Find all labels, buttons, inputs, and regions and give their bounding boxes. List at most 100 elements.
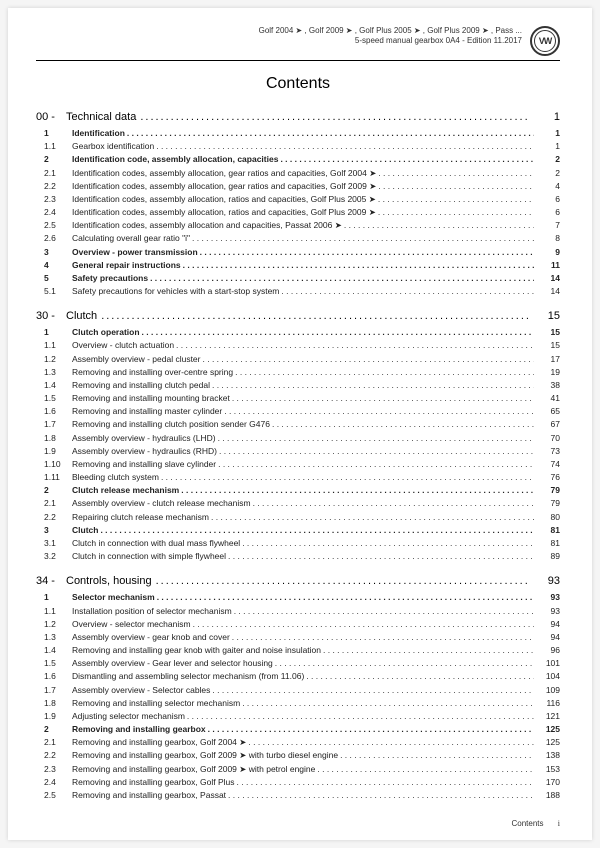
toc-row-page: 14: [534, 272, 560, 285]
toc-row-page: 138: [534, 749, 560, 762]
toc-row-title: Identification codes, assembly allocatio…: [72, 180, 534, 193]
toc-row-title: Removing and installing master cylinder: [72, 405, 534, 418]
toc-row-number: 1.6: [36, 670, 72, 683]
toc-row-title: Dismantling and assembling selector mech…: [72, 670, 534, 683]
toc-row-number: 1.2: [36, 618, 72, 631]
toc-row: 4General repair instructions 11: [36, 259, 560, 272]
toc-row-page: 188: [534, 789, 560, 802]
toc-row-page: 15: [534, 326, 560, 339]
toc-row-number: 1.11: [36, 471, 72, 484]
toc-row-number: 2.4: [36, 776, 72, 789]
toc-row-page: 94: [534, 631, 560, 644]
toc-row: 5Safety precautions 14: [36, 272, 560, 285]
toc-row-title: Removing and installing selector mechani…: [72, 697, 534, 710]
toc-row-title: Safety precautions for vehicles with a s…: [72, 285, 534, 298]
toc-row-title: Overview - selector mechanism: [72, 618, 534, 631]
toc-row-title: Removing and installing clutch position …: [72, 418, 534, 431]
toc-row-title: Identification code, assembly allocation…: [72, 153, 534, 166]
footer-label: Contents: [512, 819, 544, 828]
toc-row-number: 1.1: [36, 140, 72, 153]
toc-row-page: 125: [534, 723, 560, 736]
toc-row-page: 79: [534, 497, 560, 510]
toc-row: 2.2Removing and installing gearbox, Golf…: [36, 749, 560, 762]
toc-row-page: 81: [534, 537, 560, 550]
toc-row-number: 2.3: [36, 193, 72, 206]
chapter-number: 34 -: [36, 575, 66, 587]
toc-row-number: 2.5: [36, 789, 72, 802]
toc-row: 1.5Removing and installing mounting brac…: [36, 392, 560, 405]
vw-logo-text: VW: [534, 30, 556, 52]
toc-row: 2.1Assembly overview - clutch release me…: [36, 497, 560, 510]
toc-row-number: 1.7: [36, 684, 72, 697]
toc-row-number: 1.9: [36, 710, 72, 723]
toc-row-page: 170: [534, 776, 560, 789]
toc-row-title: Adjusting selector mechanism: [72, 710, 534, 723]
toc-row-page: 70: [534, 432, 560, 445]
toc-row-page: 2: [534, 167, 560, 180]
toc-row-page: 11: [534, 259, 560, 272]
toc-row-title: Overview - power transmission: [72, 246, 534, 259]
toc-row-title: Installation position of selector mechan…: [72, 605, 534, 618]
toc-row-number: 2.3: [36, 763, 72, 776]
toc-row-number: 2.6: [36, 232, 72, 245]
toc-row-page: 41: [534, 392, 560, 405]
toc-row-page: 81: [534, 524, 560, 537]
toc-row-title: Assembly overview - Gear lever and selec…: [72, 657, 534, 670]
toc-row-title: Identification codes, assembly allocatio…: [72, 193, 534, 206]
toc-row-page: 93: [534, 591, 560, 604]
toc-row: 1.10Removing and installing slave cylind…: [36, 458, 560, 471]
toc-row: 1.3Removing and installing over-centre s…: [36, 366, 560, 379]
toc-row: 2.1Identification codes, assembly alloca…: [36, 167, 560, 180]
toc-row-page: 1: [534, 140, 560, 153]
toc-row: 2.2Repairing clutch release mechanism 80: [36, 511, 560, 524]
toc-row: 1.4Removing and installing clutch pedal …: [36, 379, 560, 392]
toc-row-number: 2.4: [36, 206, 72, 219]
toc-row-number: 1.4: [36, 379, 72, 392]
toc-row-number: 1.1: [36, 605, 72, 618]
toc-row-title: Removing and installing gear knob with g…: [72, 644, 534, 657]
toc-row-number: 1.5: [36, 657, 72, 670]
toc-row-title: Identification codes, assembly allocatio…: [72, 219, 534, 232]
toc-row-number: 1: [36, 127, 72, 140]
toc-row-title: Removing and installing gearbox, Golf Pl…: [72, 776, 534, 789]
toc-row: 3Clutch 81: [36, 524, 560, 537]
table-of-contents: 00 -Technical data 11Identification 11.1…: [36, 111, 560, 802]
toc-row-page: 17: [534, 353, 560, 366]
toc-row: 2.5Removing and installing gearbox, Pass…: [36, 789, 560, 802]
toc-row: 5.1Safety precautions for vehicles with …: [36, 285, 560, 298]
toc-row-title: Assembly overview - pedal cluster: [72, 353, 534, 366]
toc-row: 1Clutch operation 15: [36, 326, 560, 339]
toc-row: 1.9Adjusting selector mechanism 121: [36, 710, 560, 723]
toc-row-page: 125: [534, 736, 560, 749]
toc-row-page: 76: [534, 471, 560, 484]
toc-row-number: 2: [36, 484, 72, 497]
toc-row: 1.3Assembly overview - gear knob and cov…: [36, 631, 560, 644]
toc-row: 2.6Calculating overall gear ratio "i" 8: [36, 232, 560, 245]
toc-row: 2Removing and installing gearbox 125: [36, 723, 560, 736]
footer-page: i: [558, 819, 560, 828]
toc-row: 1.11Bleeding clutch system 76: [36, 471, 560, 484]
chapter-number: 30 -: [36, 310, 66, 322]
toc-row-page: 14: [534, 285, 560, 298]
chapter-heading: 34 -Controls, housing 93: [36, 575, 560, 587]
toc-row-number: 4: [36, 259, 72, 272]
toc-row-number: 2: [36, 153, 72, 166]
toc-row-page: 19: [534, 366, 560, 379]
toc-row: 2.5Identification codes, assembly alloca…: [36, 219, 560, 232]
toc-row: 2.4Removing and installing gearbox, Golf…: [36, 776, 560, 789]
chapter-title: Technical data: [66, 111, 530, 123]
toc-row-title: Removing and installing over-centre spri…: [72, 366, 534, 379]
toc-row-number: 1: [36, 326, 72, 339]
toc-row-title: Removing and installing gearbox, Golf 20…: [72, 749, 534, 762]
toc-row-title: Clutch: [72, 524, 534, 537]
chapter-title: Controls, housing: [66, 575, 530, 587]
toc-row-number: 2.1: [36, 736, 72, 749]
toc-row-title: Clutch in connection with simple flywhee…: [72, 550, 534, 563]
toc-row: 1.1Overview - clutch actuation 15: [36, 339, 560, 352]
toc-row: 1.6Dismantling and assembling selector m…: [36, 670, 560, 683]
toc-row-page: 116: [534, 697, 560, 710]
toc-row-title: Clutch release mechanism: [72, 484, 534, 497]
toc-row: 2.2Identification codes, assembly alloca…: [36, 180, 560, 193]
toc-row: 1.8Assembly overview - hydraulics (LHD) …: [36, 432, 560, 445]
toc-row-title: Clutch in connection with dual mass flyw…: [72, 537, 534, 550]
